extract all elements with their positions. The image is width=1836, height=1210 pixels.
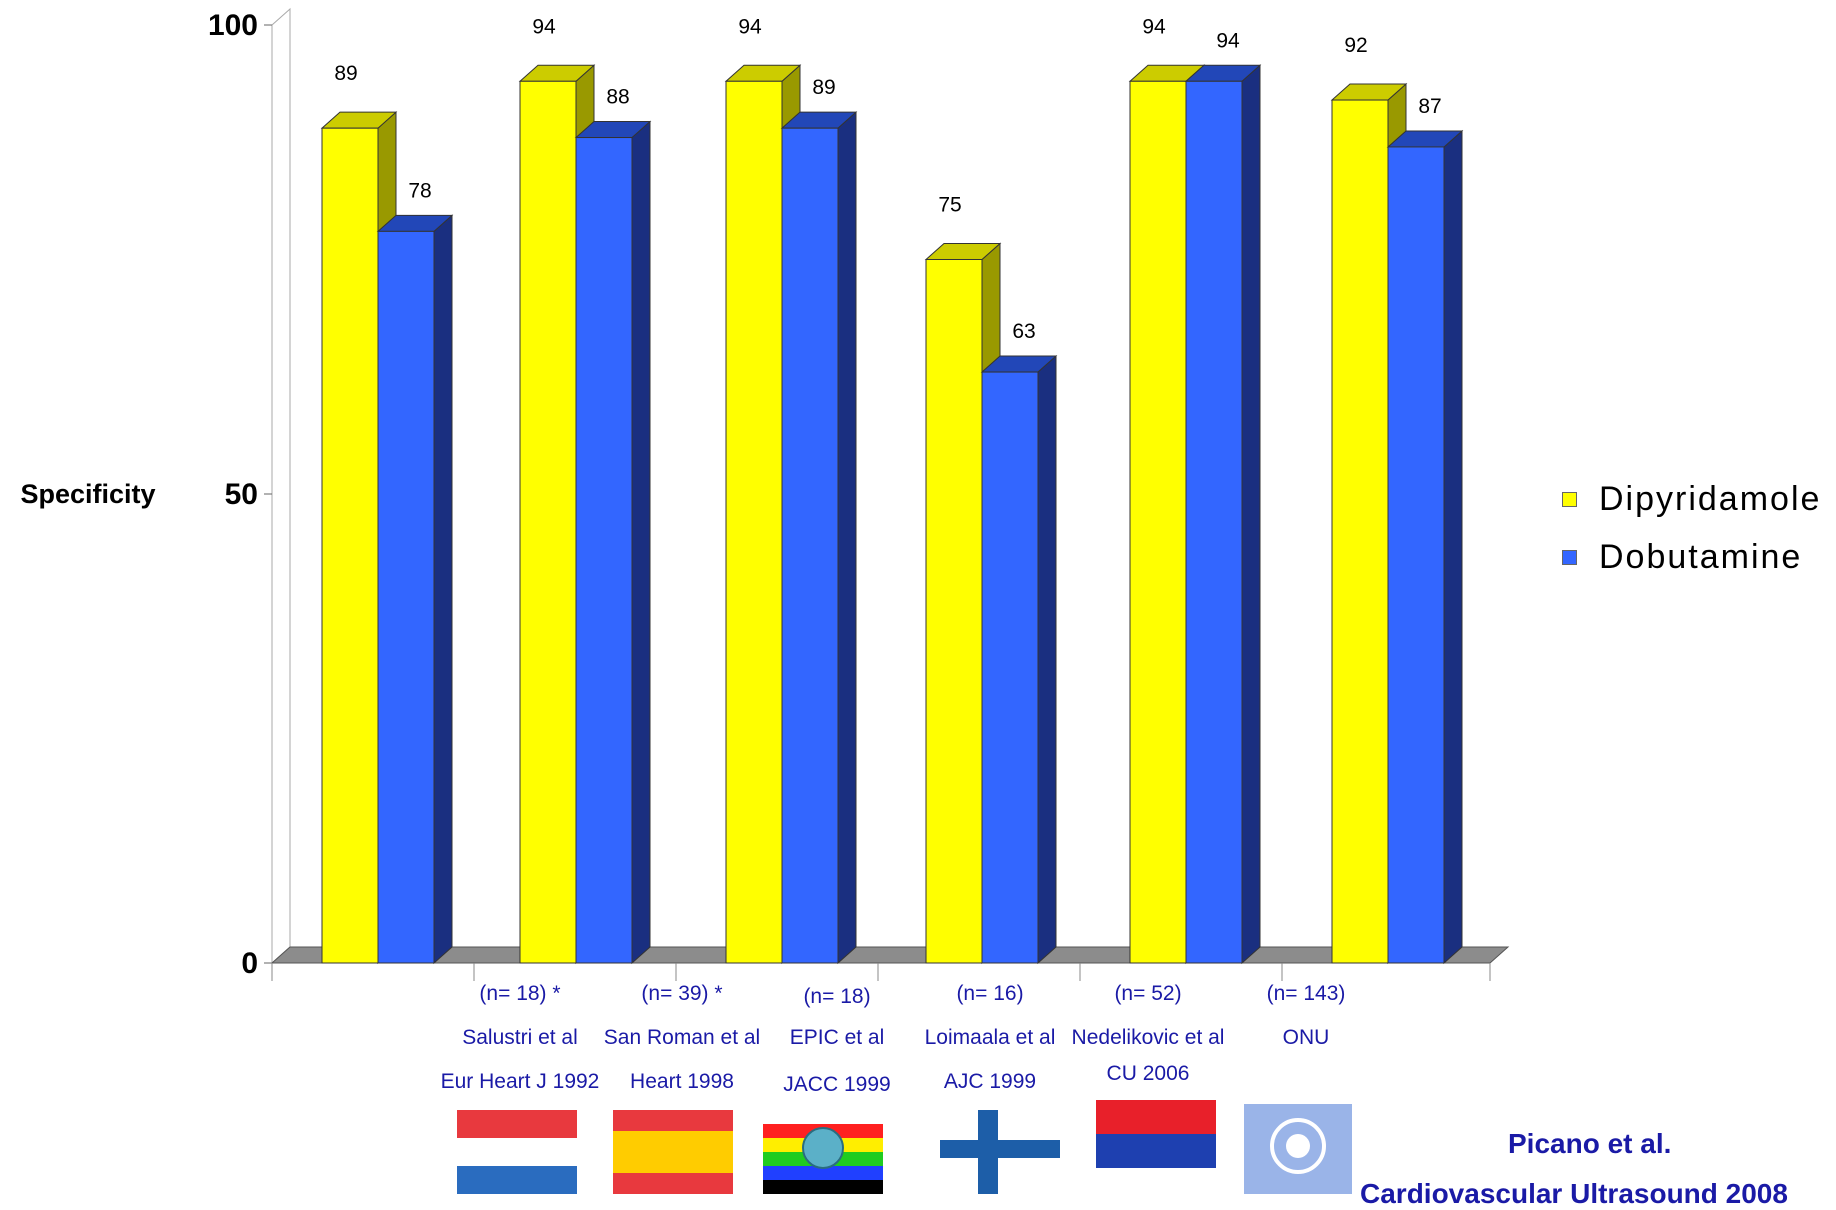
y-tick-label: 100 xyxy=(208,9,258,42)
bar-dobutamine-0 xyxy=(376,214,454,965)
category-n: (n= 52) xyxy=(1114,982,1181,1005)
data-label: 94 xyxy=(1142,15,1166,38)
category-journal: Heart 1998 xyxy=(630,1070,734,1093)
bar-dobutamine-5 xyxy=(1386,129,1464,965)
data-label: 89 xyxy=(812,76,835,99)
bar-front xyxy=(781,127,839,964)
data-labels: 89 78 94 88 94 89 75 63 94 94 92 87 xyxy=(334,15,1441,343)
data-label: 94 xyxy=(738,15,762,38)
legend-label-dipyridamole: Dipyridamole xyxy=(1599,479,1822,518)
bar-side xyxy=(1443,129,1463,965)
y-tick-label: 50 xyxy=(225,478,258,511)
flag-finland xyxy=(940,1110,1060,1194)
data-label: 94 xyxy=(1216,29,1240,52)
category-labels: (n= 18) * Salustri et al Eur Heart J 1992 (… xyxy=(441,982,1346,1096)
floor xyxy=(270,946,1510,964)
category-n: (n= 16) xyxy=(956,982,1023,1005)
bar-side xyxy=(1241,64,1261,965)
citation-journal: Cardiovascular Ultrasound 2008 xyxy=(1360,1178,1788,1209)
data-label: 78 xyxy=(408,179,431,202)
legend: Dipyridamole Dobutamine xyxy=(1562,470,1821,586)
category-n: (n= 143) xyxy=(1267,982,1346,1005)
bars xyxy=(320,64,1464,965)
bar-front xyxy=(377,230,435,964)
flag-spain xyxy=(613,1110,733,1194)
legend-swatch-dobutamine xyxy=(1562,549,1577,565)
data-label: 75 xyxy=(938,194,961,217)
bar-front xyxy=(1387,146,1445,964)
bar-dobutamine-4 xyxy=(1184,64,1262,965)
flags xyxy=(457,1100,1352,1194)
bar-front xyxy=(1185,80,1243,964)
bar-front xyxy=(519,80,577,964)
category-study: San Roman et al xyxy=(604,1026,760,1049)
data-label: 87 xyxy=(1418,95,1441,118)
data-label: 88 xyxy=(606,86,629,109)
y-tick-label: 0 xyxy=(241,947,258,980)
category-study: Loimaala et al xyxy=(925,1026,1056,1049)
legend-label-dobutamine: Dobutamine xyxy=(1599,537,1803,576)
bar-front xyxy=(981,371,1039,964)
bar-side xyxy=(837,111,857,965)
bar-front xyxy=(575,137,633,964)
category-journal: AJC 1999 xyxy=(944,1070,1036,1093)
citation-author: Picano et al. xyxy=(1508,1128,1672,1159)
bar-side xyxy=(631,120,651,965)
category-study: Salustri et al xyxy=(462,1026,578,1049)
flag-netherlands xyxy=(457,1110,577,1194)
bar-dobutamine-1 xyxy=(574,120,652,965)
category-study: ONU xyxy=(1283,1026,1330,1049)
bar-front xyxy=(725,80,783,964)
bar-side xyxy=(433,214,453,965)
data-label: 94 xyxy=(532,15,556,38)
legend-item-dipyridamole: Dipyridamole xyxy=(1562,470,1821,528)
legend-item-dobutamine: Dobutamine xyxy=(1562,528,1821,586)
category-journal: Eur Heart J 1992 xyxy=(441,1070,600,1093)
bar-dobutamine-2 xyxy=(780,111,858,965)
flag-epic xyxy=(763,1110,883,1194)
data-label: 92 xyxy=(1344,34,1367,57)
flag-un xyxy=(1244,1104,1352,1194)
y-axis-label: Specificity xyxy=(20,479,155,509)
bar-dobutamine-3 xyxy=(980,354,1058,965)
category-study: EPIC et al xyxy=(790,1026,885,1049)
category-journal: JACC 1999 xyxy=(783,1073,890,1096)
category-study: Nedelikovic et al xyxy=(1072,1026,1225,1049)
data-label: 89 xyxy=(334,62,357,85)
bar-front xyxy=(321,127,379,964)
bar-side xyxy=(1037,354,1057,965)
left-wall xyxy=(271,7,291,965)
category-journal: CU 2006 xyxy=(1107,1062,1190,1085)
legend-swatch-dipyridamole xyxy=(1562,491,1577,507)
flag-serbia xyxy=(1096,1100,1216,1194)
bar-front xyxy=(925,259,983,964)
category-n: (n= 18) * xyxy=(479,982,560,1005)
bar-front xyxy=(1331,99,1389,964)
category-n: (n= 39) * xyxy=(641,982,722,1005)
data-label: 63 xyxy=(1012,320,1035,343)
bar-front xyxy=(1129,80,1187,964)
category-n: (n= 18) xyxy=(803,985,870,1008)
